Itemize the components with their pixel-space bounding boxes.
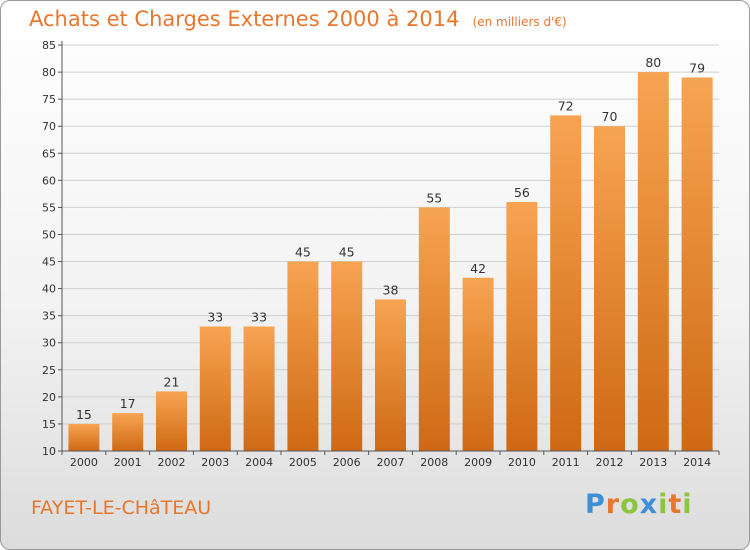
logo-letter: r: [605, 489, 621, 520]
value-label: 38: [383, 282, 399, 297]
x-tick-label: 2012: [596, 456, 624, 469]
value-label: 21: [164, 374, 180, 389]
value-label: 45: [339, 245, 355, 260]
bar: [199, 326, 231, 451]
bar: [375, 299, 406, 451]
value-label: 56: [514, 185, 530, 200]
logo-letter: x: [639, 489, 659, 520]
bar: [550, 115, 582, 451]
bars: 15 17 21 33 33 45 45 38 55 42 56 72 70 80 79: [68, 55, 713, 452]
bar: [637, 72, 669, 452]
bar: [462, 277, 494, 451]
value-label: 55: [426, 190, 442, 205]
bar: [331, 261, 363, 451]
y-tick-label: 15: [42, 418, 56, 431]
y-tick-label: 55: [42, 201, 56, 214]
value-label: 33: [251, 309, 267, 324]
bar: [506, 201, 538, 451]
bar: [243, 326, 275, 451]
value-label: 15: [76, 407, 92, 422]
value-label: 17: [120, 396, 136, 411]
y-tick-label: 10: [42, 445, 56, 458]
y-tick-label: 85: [42, 39, 56, 52]
value-label: 42: [470, 261, 486, 276]
value-label: 80: [645, 55, 661, 70]
bar: [68, 423, 100, 451]
x-tick-label: 2004: [245, 456, 273, 469]
y-tick-label: 25: [42, 364, 56, 377]
x-tick-label: 2010: [508, 456, 536, 469]
value-label: 72: [558, 98, 574, 113]
logo-letter: o: [620, 489, 640, 520]
value-label: 79: [689, 60, 705, 75]
bar: [594, 126, 625, 451]
y-tick-label: 65: [42, 147, 56, 160]
y-tick-label: 75: [42, 93, 56, 106]
x-tick-label: 2008: [420, 456, 448, 469]
value-label: 45: [295, 245, 311, 260]
proxiti-logo: Proxiti: [585, 489, 693, 520]
bar: [681, 77, 713, 451]
y-tick-label: 80: [42, 66, 56, 79]
bar: [418, 207, 450, 451]
axes: 10 15 20 25 30 35 40 45 50 55 60 65 70 75 80 85 2000 2001…: [42, 39, 720, 469]
logo-letter: P: [585, 489, 606, 520]
y-tick-label: 20: [42, 391, 56, 404]
bar: [156, 391, 187, 451]
x-tick-label: 2014: [683, 456, 711, 469]
x-tick-label: 2006: [333, 456, 361, 469]
value-label: 33: [207, 309, 223, 324]
commune-name: FAYET-LE-CHâTEAU: [31, 497, 212, 519]
x-tick-label: 2005: [289, 456, 317, 469]
y-tick-label: 70: [42, 120, 56, 133]
y-tick-label: 50: [42, 228, 56, 241]
y-tick-label: 40: [42, 283, 56, 296]
logo-letter: i: [658, 489, 669, 520]
x-tick-label: 2011: [552, 456, 580, 469]
y-tick-label: 45: [42, 256, 56, 269]
x-tick-label: 2001: [114, 456, 142, 469]
x-tick-label: 2003: [201, 456, 229, 469]
chart-title: Achats et Charges Externes 2000 à 2014 (…: [29, 7, 567, 31]
y-tick-label: 60: [42, 174, 56, 187]
value-label: 70: [602, 109, 618, 124]
bar: [287, 261, 319, 451]
y-tick-label: 35: [42, 310, 56, 323]
title-subtitle: (en milliers d'€): [472, 15, 567, 29]
y-tick-label: 30: [42, 337, 56, 350]
logo-letter: t: [668, 489, 683, 520]
title-main: Achats et Charges Externes 2000 à 2014: [29, 7, 460, 31]
bar: [112, 413, 144, 451]
x-tick-label: 2007: [377, 456, 405, 469]
logo-letter: i: [682, 489, 693, 520]
x-tick-label: 2002: [158, 456, 186, 469]
x-tick-label: 2000: [70, 456, 98, 469]
x-tick-label: 2009: [464, 456, 492, 469]
x-tick-label: 2013: [639, 456, 667, 469]
